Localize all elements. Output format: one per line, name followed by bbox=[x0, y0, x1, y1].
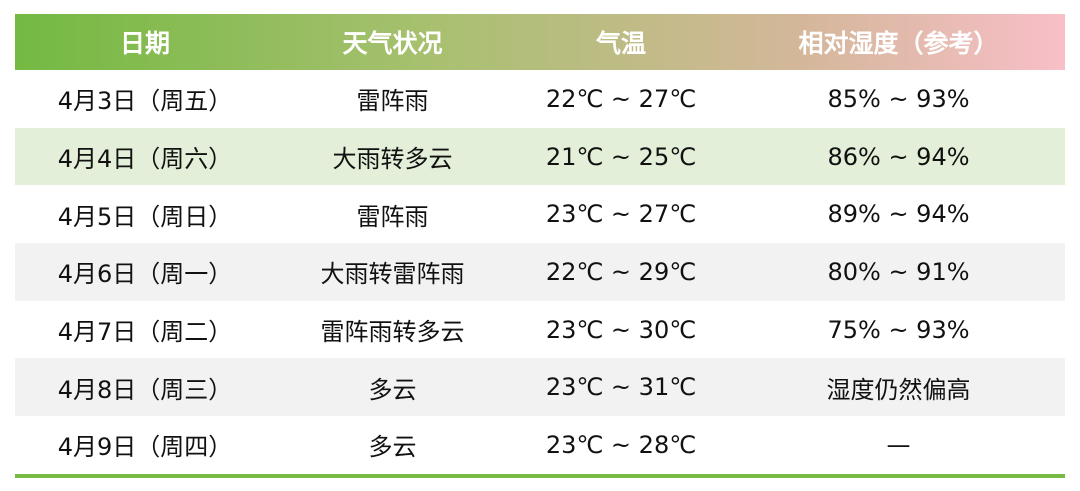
cell-temperature: 22℃ ~ 29℃ bbox=[545, 257, 697, 286]
cell-temperature: 23℃ ~ 27℃ bbox=[545, 200, 697, 229]
cell-date: 4月5日（周日） bbox=[57, 202, 233, 231]
cell-temperature: 22℃ ~ 27℃ bbox=[545, 84, 697, 113]
cell-date: 4月9日（周四） bbox=[57, 433, 233, 462]
table-row: 4月7日（周二） 雷阵雨转多云 23℃ ~ 30℃ 75% ~ 93% bbox=[15, 301, 1065, 359]
bottom-rule bbox=[15, 473, 1065, 478]
header-weather: 天气状况 bbox=[342, 29, 443, 58]
cell-humidity: 86% ~ 94% bbox=[827, 142, 970, 171]
cell-humidity: 80% ~ 91% bbox=[827, 257, 970, 286]
table-row: 4月3日（周五） 雷阵雨 22℃ ~ 27℃ 85% ~ 93% bbox=[15, 70, 1065, 128]
cell-temperature: 23℃ ~ 30℃ bbox=[545, 315, 697, 344]
cell-date: 4月3日（周五） bbox=[57, 87, 233, 116]
header-temperature: 气温 bbox=[595, 29, 646, 58]
table-row: 4月6日（周一） 大雨转雷阵雨 22℃ ~ 29℃ 80% ~ 91% bbox=[15, 243, 1065, 301]
cell-weather: 雷阵雨 bbox=[356, 202, 429, 231]
weather-table: 日期 天气状况 气温 相对湿度（参考） 4月3日（周五） 雷阵雨 22℃ ~ 27℃… bbox=[15, 14, 1065, 478]
cell-temperature: 21℃ ~ 25℃ bbox=[545, 142, 697, 171]
cell-weather: 大雨转雷阵雨 bbox=[320, 260, 465, 289]
cell-weather: 多云 bbox=[368, 375, 417, 404]
table-header: 日期 天气状况 气温 相对湿度（参考） bbox=[15, 14, 1065, 70]
cell-humidity: 75% ~ 93% bbox=[827, 315, 970, 344]
cell-humidity: 89% ~ 94% bbox=[827, 200, 970, 229]
cell-weather: 雷阵雨 bbox=[356, 87, 429, 116]
table-row: 4月8日（周三） 多云 23℃ ~ 31℃ 湿度仍然偏高 bbox=[15, 358, 1065, 417]
cell-temperature: 23℃ ~ 28℃ bbox=[545, 430, 697, 459]
cell-weather: 多云 bbox=[368, 433, 417, 462]
table-row: 4月4日（周六） 大雨转多云 21℃ ~ 25℃ 86% ~ 94% bbox=[15, 127, 1065, 186]
cell-humidity: 湿度仍然偏高 bbox=[826, 375, 971, 404]
cell-humidity: — bbox=[886, 430, 911, 459]
cell-temperature: 23℃ ~ 31℃ bbox=[545, 373, 697, 402]
cell-date: 4月8日（周三） bbox=[57, 375, 233, 404]
cell-date: 4月6日（周一） bbox=[57, 260, 233, 289]
cell-weather: 雷阵雨转多云 bbox=[320, 318, 465, 347]
cell-date: 4月7日（周二） bbox=[57, 318, 233, 347]
table-row: 4月5日（周日） 雷阵雨 23℃ ~ 27℃ 89% ~ 94% bbox=[15, 185, 1065, 243]
table-row: 4月9日（周四） 多云 23℃ ~ 28℃ — bbox=[15, 416, 1065, 474]
cell-humidity: 85% ~ 93% bbox=[827, 84, 970, 113]
header-humidity: 相对湿度（参考） bbox=[798, 29, 999, 58]
header-date: 日期 bbox=[119, 29, 170, 58]
cell-weather: 大雨转多云 bbox=[332, 145, 453, 174]
cell-date: 4月4日（周六） bbox=[57, 145, 233, 174]
